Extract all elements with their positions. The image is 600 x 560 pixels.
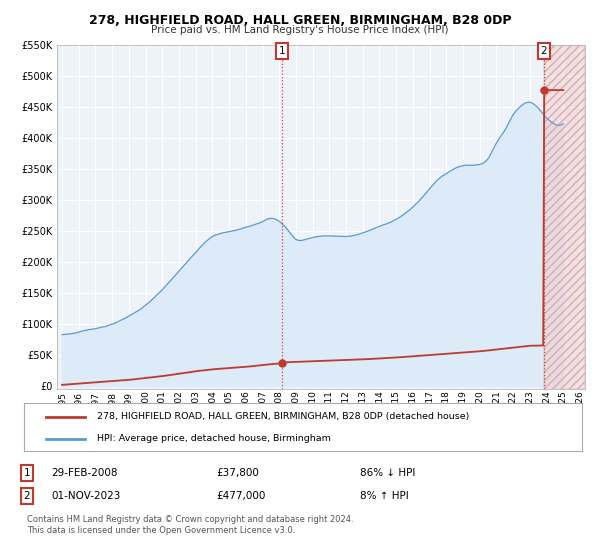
Text: £477,000: £477,000: [216, 491, 265, 501]
Bar: [544, 45, 585, 389]
Text: 01-NOV-2023: 01-NOV-2023: [51, 491, 121, 501]
Text: 278, HIGHFIELD ROAD, HALL GREEN, BIRMINGHAM, B28 0DP (detached house): 278, HIGHFIELD ROAD, HALL GREEN, BIRMING…: [97, 412, 469, 421]
Text: 1: 1: [23, 468, 31, 478]
Text: 8% ↑ HPI: 8% ↑ HPI: [360, 491, 409, 501]
Text: Price paid vs. HM Land Registry's House Price Index (HPI): Price paid vs. HM Land Registry's House …: [151, 25, 449, 35]
Bar: [544, 45, 585, 389]
Text: 86% ↓ HPI: 86% ↓ HPI: [360, 468, 415, 478]
Text: 2: 2: [23, 491, 31, 501]
Text: 1: 1: [279, 46, 286, 56]
Text: HPI: Average price, detached house, Birmingham: HPI: Average price, detached house, Birm…: [97, 435, 331, 444]
Text: Contains HM Land Registry data © Crown copyright and database right 2024.: Contains HM Land Registry data © Crown c…: [27, 515, 353, 524]
Text: 2: 2: [541, 46, 547, 56]
Text: 278, HIGHFIELD ROAD, HALL GREEN, BIRMINGHAM, B28 0DP: 278, HIGHFIELD ROAD, HALL GREEN, BIRMING…: [89, 14, 511, 27]
Text: 29-FEB-2008: 29-FEB-2008: [51, 468, 118, 478]
Text: £37,800: £37,800: [216, 468, 259, 478]
Text: This data is licensed under the Open Government Licence v3.0.: This data is licensed under the Open Gov…: [27, 526, 295, 535]
